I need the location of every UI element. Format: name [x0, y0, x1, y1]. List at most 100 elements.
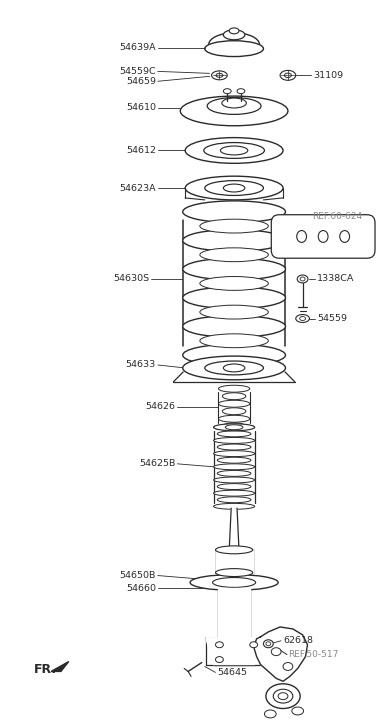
Ellipse shape [223, 30, 245, 40]
Ellipse shape [214, 424, 255, 430]
Ellipse shape [221, 146, 248, 155]
Ellipse shape [225, 425, 243, 430]
Ellipse shape [280, 71, 296, 80]
Ellipse shape [217, 483, 251, 489]
Ellipse shape [217, 470, 251, 476]
Polygon shape [216, 550, 253, 573]
Ellipse shape [200, 276, 268, 290]
Ellipse shape [183, 258, 286, 280]
Text: 54612: 54612 [126, 146, 156, 155]
Text: 54639A: 54639A [119, 43, 156, 52]
Text: FR.: FR. [34, 663, 57, 676]
Ellipse shape [216, 656, 223, 662]
Ellipse shape [292, 707, 303, 715]
Ellipse shape [217, 497, 251, 502]
Ellipse shape [222, 98, 247, 108]
Ellipse shape [185, 137, 283, 164]
Ellipse shape [214, 438, 255, 443]
Polygon shape [206, 638, 272, 665]
Ellipse shape [218, 415, 250, 422]
Ellipse shape [296, 315, 310, 323]
Text: 54660: 54660 [126, 584, 156, 593]
Ellipse shape [180, 96, 288, 126]
Ellipse shape [212, 577, 256, 587]
Ellipse shape [214, 464, 255, 470]
Ellipse shape [183, 287, 286, 309]
Ellipse shape [223, 408, 246, 414]
Ellipse shape [318, 230, 328, 242]
Ellipse shape [200, 305, 268, 319]
Ellipse shape [183, 230, 286, 252]
Ellipse shape [266, 684, 300, 709]
Polygon shape [253, 627, 308, 681]
Ellipse shape [223, 89, 231, 94]
Ellipse shape [218, 385, 250, 392]
Ellipse shape [264, 710, 276, 718]
Text: 54610: 54610 [126, 103, 156, 113]
Polygon shape [218, 588, 250, 642]
Ellipse shape [205, 180, 264, 196]
Ellipse shape [190, 574, 278, 590]
Ellipse shape [216, 73, 223, 77]
Text: 62618: 62618 [283, 636, 313, 646]
Ellipse shape [273, 689, 293, 703]
Ellipse shape [217, 457, 251, 463]
Ellipse shape [266, 642, 271, 646]
Ellipse shape [300, 316, 305, 321]
Ellipse shape [183, 356, 286, 379]
Ellipse shape [183, 344, 286, 366]
Ellipse shape [200, 219, 268, 233]
Ellipse shape [185, 176, 283, 200]
Ellipse shape [223, 364, 245, 372]
Ellipse shape [214, 503, 255, 510]
Text: 54650B: 54650B [120, 571, 156, 580]
Ellipse shape [216, 569, 253, 577]
Ellipse shape [297, 275, 308, 283]
Text: 1338CA: 1338CA [317, 275, 354, 284]
Ellipse shape [200, 248, 268, 262]
Ellipse shape [217, 444, 251, 450]
Polygon shape [229, 508, 239, 550]
Ellipse shape [183, 316, 286, 337]
Text: 54645: 54645 [217, 668, 247, 677]
Ellipse shape [218, 401, 250, 407]
Ellipse shape [205, 41, 264, 57]
Ellipse shape [214, 451, 255, 457]
Text: 54659: 54659 [126, 77, 156, 86]
Ellipse shape [284, 73, 291, 78]
Text: REF.60-624: REF.60-624 [312, 212, 363, 221]
Text: 54633: 54633 [125, 361, 156, 369]
Text: 54623A: 54623A [119, 183, 156, 193]
Ellipse shape [223, 184, 245, 192]
Ellipse shape [212, 71, 227, 80]
Ellipse shape [300, 277, 305, 281]
Ellipse shape [217, 431, 251, 437]
Text: 31109: 31109 [313, 71, 344, 80]
Ellipse shape [297, 230, 307, 242]
Ellipse shape [271, 648, 281, 656]
Ellipse shape [278, 693, 288, 699]
FancyBboxPatch shape [271, 214, 375, 258]
Ellipse shape [214, 490, 255, 496]
Text: 54626: 54626 [146, 402, 175, 411]
Ellipse shape [205, 361, 264, 375]
Text: REF.50-517: REF.50-517 [288, 650, 338, 659]
Polygon shape [51, 662, 69, 672]
Ellipse shape [340, 230, 349, 242]
Text: 54559C: 54559C [119, 67, 156, 76]
Ellipse shape [237, 89, 245, 94]
Ellipse shape [223, 423, 246, 430]
Ellipse shape [229, 28, 239, 34]
Ellipse shape [183, 201, 286, 222]
Ellipse shape [214, 425, 255, 430]
Ellipse shape [200, 334, 268, 348]
Ellipse shape [250, 642, 258, 648]
Ellipse shape [204, 142, 264, 158]
Text: 54630S: 54630S [113, 275, 149, 284]
Ellipse shape [214, 477, 255, 483]
Text: 54559: 54559 [317, 314, 347, 323]
Ellipse shape [207, 97, 261, 114]
Ellipse shape [216, 546, 253, 554]
Ellipse shape [216, 642, 223, 648]
Ellipse shape [283, 662, 293, 670]
